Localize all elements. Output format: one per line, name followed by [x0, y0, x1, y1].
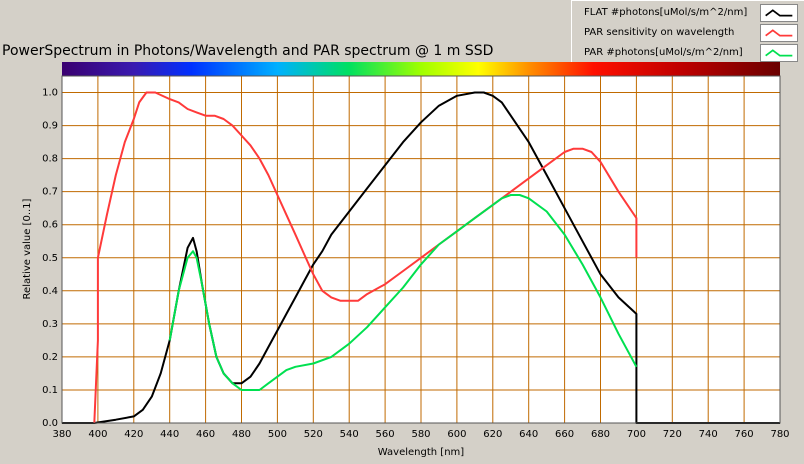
x-tick-label: 600	[447, 429, 466, 440]
legend-swatch-black	[760, 4, 798, 22]
x-tick-label: 720	[663, 429, 682, 440]
x-tick-label: 560	[376, 429, 395, 440]
x-tick-label: 520	[304, 429, 323, 440]
y-tick-label: 0.6	[42, 220, 58, 231]
y-tick-label: 0.3	[42, 319, 58, 330]
chart-legend: FLAT #photons[uMol/s/m^2/nm] PAR sensiti…	[571, 0, 804, 64]
y-tick-label: 0.0	[42, 418, 58, 429]
plot-frame	[61, 75, 781, 424]
x-tick-label: 420	[124, 429, 143, 440]
y-tick-label: 0.4	[42, 286, 58, 297]
x-tick-label: 540	[340, 429, 359, 440]
y-tick-label: 0.7	[42, 187, 58, 198]
legend-item-flat-photons: FLAT #photons[uMol/s/m^2/nm]	[572, 3, 804, 23]
x-tick-label: 740	[699, 429, 718, 440]
wavelength-color-bar	[62, 62, 780, 76]
y-tick-label: 0.2	[42, 352, 58, 363]
legend-swatch-green	[760, 44, 798, 62]
y-tick-label: 1.0	[42, 88, 58, 99]
y-tick-labels: 0.0 0.1 0.2 0.3 0.4 0.5 0.6 0.7 0.8 0.9 1.0	[42, 88, 58, 429]
x-tick-label: 640	[519, 429, 538, 440]
y-axis-label: Relative value [0..1]	[22, 198, 33, 299]
x-tick-label: 380	[52, 429, 71, 440]
y-tick-label: 0.8	[42, 154, 58, 165]
x-tick-label: 460	[196, 429, 215, 440]
legend-label: FLAT #photons[uMol/s/m^2/nm]	[584, 7, 748, 18]
grid	[61, 76, 781, 424]
y-tick-label: 0.5	[42, 253, 58, 264]
x-tick-label: 660	[555, 429, 574, 440]
legend-label: PAR #photons[uMol/s/m^2/nm]	[584, 47, 743, 58]
x-axis-label: Wavelength [nm]	[378, 447, 464, 458]
y-tick-label: 0.1	[42, 385, 58, 396]
x-tick-label: 480	[232, 429, 251, 440]
x-tick-label: 580	[411, 429, 430, 440]
chart-title: PowerSpectrum in Photons/Wavelength and …	[2, 43, 494, 59]
legend-swatch-red	[760, 24, 798, 42]
x-tick-label: 680	[591, 429, 610, 440]
legend-item-par-sensitivity: PAR sensitivity on wavelength	[572, 23, 804, 43]
x-tick-label: 760	[735, 429, 754, 440]
x-tick-label: 780	[770, 429, 789, 440]
x-tick-label: 620	[483, 429, 502, 440]
x-tick-labels: 380 400 420 440 460 480 500 520 540 560 580 600 620 6…	[52, 429, 789, 440]
x-tick-label: 700	[627, 429, 646, 440]
y-tick-label: 0.9	[42, 121, 58, 132]
series-lines	[61, 75, 781, 424]
series-line-2	[168, 194, 638, 391]
legend-item-par-photons: PAR #photons[uMol/s/m^2/nm]	[572, 43, 804, 63]
x-tick-label: 440	[160, 429, 179, 440]
x-tick-label: 500	[268, 429, 287, 440]
series-line-1	[93, 91, 638, 424]
legend-label: PAR sensitivity on wavelength	[584, 27, 735, 38]
x-tick-label: 400	[88, 429, 107, 440]
series-line-0	[62, 91, 780, 424]
